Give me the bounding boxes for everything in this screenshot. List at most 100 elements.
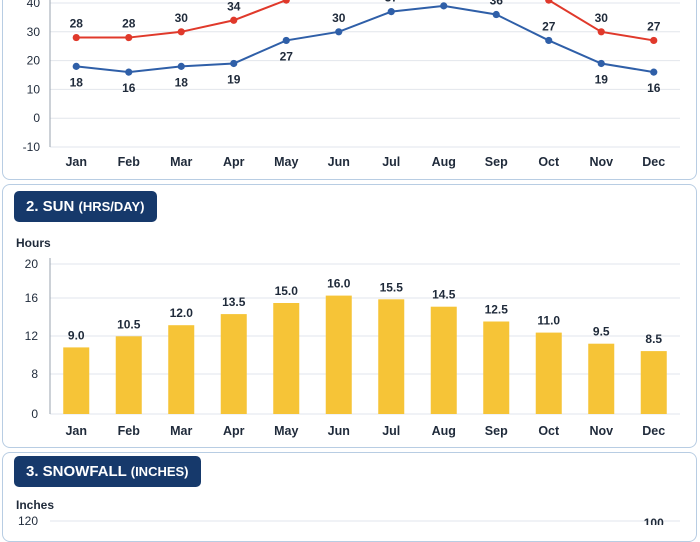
x-tick-label: Sep <box>485 155 508 169</box>
data-label: 12.0 <box>170 306 194 320</box>
data-point <box>492 10 500 19</box>
x-tick-label: Mar <box>170 424 192 438</box>
data-label: 10.5 <box>117 317 141 331</box>
snowfall-title-suffix: (INCHES) <box>130 464 189 479</box>
data-label: 28 <box>70 17 84 31</box>
data-label: 9.5 <box>593 325 610 339</box>
data-label: 11.0 <box>537 314 560 328</box>
data-label: 30 <box>595 11 609 25</box>
data-label: 27 <box>647 19 661 33</box>
data-label: 15.5 <box>380 280 404 294</box>
x-tick-label: Jul <box>382 155 400 169</box>
bar <box>168 325 195 414</box>
data-point <box>125 33 133 42</box>
data-label: 27 <box>280 49 294 63</box>
data-label: 28 <box>122 17 136 31</box>
y-tick-label: 20 <box>25 257 39 271</box>
data-label: 13.5 <box>222 295 246 309</box>
y-tick-label: 40 <box>27 0 41 10</box>
x-tick-label: Mar <box>170 155 192 169</box>
data-label: 9.0 <box>68 328 85 342</box>
y-tick-label: 10 <box>27 82 41 96</box>
bar <box>640 351 667 414</box>
data-point <box>230 16 238 24</box>
data-point <box>650 36 658 45</box>
data-label: 37 <box>385 0 399 5</box>
data-label: 30 <box>175 11 189 25</box>
data-point <box>177 62 185 70</box>
data-point <box>72 62 80 70</box>
data-label: 16 <box>647 81 661 95</box>
y-tick-label: -10 <box>23 140 41 154</box>
bar <box>378 299 405 414</box>
temperature-chart-panel <box>2 0 697 180</box>
sun-y-axis-label: Hours <box>16 236 51 250</box>
data-point <box>282 0 290 4</box>
data-point <box>387 8 395 16</box>
y-tick-label: 120 <box>18 514 38 525</box>
data-point <box>440 2 448 10</box>
data-point <box>597 28 605 36</box>
y-tick-label: 12 <box>25 329 39 343</box>
data-label: 18 <box>70 75 84 89</box>
data-label: 16 <box>122 81 136 95</box>
bar <box>430 306 457 414</box>
x-tick-label: Sep <box>485 424 508 438</box>
sun-chart-title: 2. SUN (HRS/DAY) <box>14 191 157 222</box>
data-label: 30 <box>332 11 346 25</box>
x-tick-label: Apr <box>223 155 245 169</box>
x-tick-label: Jan <box>65 155 87 169</box>
x-tick-label: Feb <box>118 155 141 169</box>
bar <box>483 321 510 414</box>
data-label: 14.5 <box>432 288 456 302</box>
sun-title-text: 2. SUN <box>26 198 75 215</box>
x-tick-label: Nov <box>589 424 613 438</box>
temperature-line-chart: 40 30 20 10 0 -10 Jan Feb Mar Apr May Jun Jul Aug Sep O… <box>23 0 680 169</box>
x-tick-label: Jan <box>65 424 87 438</box>
y-tick-label: 8 <box>31 367 38 381</box>
y-tick-label: 20 <box>27 54 41 68</box>
data-point <box>282 36 290 45</box>
x-tick-label: Feb <box>118 424 141 438</box>
x-tick-label: Nov <box>589 155 613 169</box>
snowfall-chart-title: 3. SNOWFALL (INCHES) <box>14 456 201 487</box>
data-label: 19 <box>227 72 241 86</box>
x-tick-label: Aug <box>432 155 456 169</box>
data-point <box>597 59 605 68</box>
x-tick-label: Jun <box>328 424 350 438</box>
x-tick-label: Apr <box>223 424 245 438</box>
bar <box>220 314 247 414</box>
data-point <box>545 36 553 45</box>
data-label: 36 <box>490 0 504 8</box>
bar <box>535 332 562 414</box>
data-label: 100 <box>644 516 664 525</box>
data-label: 27 <box>542 19 556 33</box>
x-tick-label: Dec <box>642 424 665 438</box>
data-point <box>72 33 80 42</box>
x-tick-label: Dec <box>642 155 665 169</box>
bar <box>588 343 615 414</box>
x-tick-label: Jul <box>382 424 400 438</box>
sun-title-suffix: (HRS/DAY) <box>78 199 145 214</box>
data-point <box>545 0 553 4</box>
snowfall-bar-chart: 120 100 <box>18 514 680 525</box>
x-tick-label: May <box>274 155 298 169</box>
x-tick-label: Aug <box>432 424 456 438</box>
bar <box>325 295 352 414</box>
x-tick-label: Oct <box>538 155 560 169</box>
y-tick-label: 16 <box>25 291 39 305</box>
data-label: 19 <box>595 72 609 86</box>
data-point <box>335 28 343 36</box>
data-point <box>230 59 238 68</box>
bar <box>63 347 90 414</box>
snowfall-title-text: 3. SNOWFALL <box>26 463 127 480</box>
data-label: 34 <box>227 0 241 13</box>
data-label: 8.5 <box>645 332 662 346</box>
series-line <box>76 4 654 74</box>
x-tick-label: Oct <box>538 424 560 438</box>
snowfall-y-axis-label: Inches <box>16 498 55 512</box>
data-point <box>650 68 658 76</box>
sun-bar-chart: 20 16 12 8 0 9.0 10.5 12.0 13.5 15.0 16.0 15.5 14.5 1… <box>25 257 680 438</box>
x-tick-label: May <box>274 424 298 438</box>
y-tick-label: 0 <box>31 407 38 421</box>
